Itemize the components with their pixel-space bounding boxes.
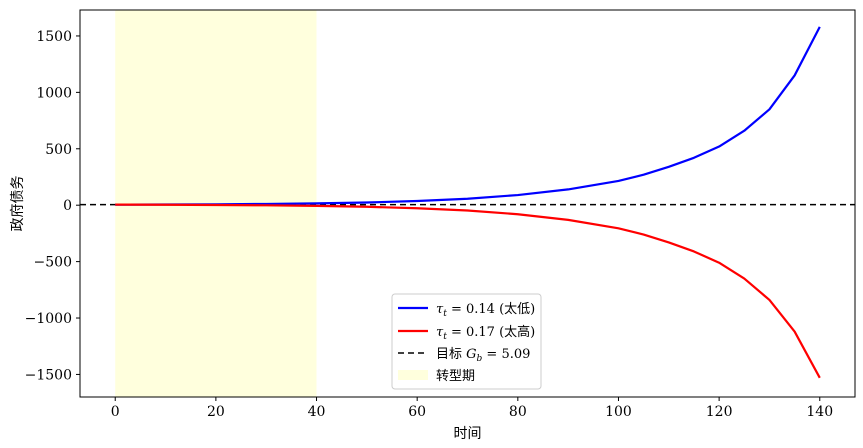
axes: 0 20 40 60 80 100 120 140 −1500 −1000 −500 0 500 1000… <box>25 9 856 420</box>
legend-entry-red: τt = 0.17 (太高) <box>436 324 535 342</box>
legend-entry-target-subscript: b <box>477 354 483 364</box>
legend-entry-target-symbol: G <box>466 347 476 362</box>
y-axis-label: 政府债务 <box>10 176 26 232</box>
legend-entry-blue-symbol: τ <box>436 302 444 317</box>
series-line-blue <box>115 26 821 206</box>
y-tick-label: 1500 <box>36 29 72 45</box>
y-tick-label: −1500 <box>25 367 72 383</box>
legend-entry-red-subscript: t <box>443 332 447 342</box>
legend-entry-red-symbol: τ <box>436 325 444 340</box>
x-tick-label: 140 <box>806 404 833 420</box>
x-tick-label: 100 <box>605 404 632 420</box>
legend-entry-blue-subscript: t <box>443 309 447 319</box>
series-line-red <box>115 203 821 379</box>
x-tick-label: 40 <box>308 404 326 420</box>
legend-entry-target-text: = 5.09 <box>482 347 530 362</box>
x-tick-label: 60 <box>408 404 426 420</box>
plot-area <box>80 10 855 397</box>
legend: τt = 0.14 (太低) τt = 0.17 (太高) 目标 Gb = 5.… <box>391 293 542 390</box>
legend-swatch-transition <box>398 370 428 380</box>
y-tick-label: 0 <box>63 198 72 214</box>
x-tick-label: 120 <box>706 404 733 420</box>
y-tick-label: 500 <box>45 142 72 158</box>
legend-entry-red-text: = 0.17 (太高) <box>447 324 535 340</box>
legend-entry-transition: 转型期 <box>436 369 475 384</box>
legend-box <box>391 293 542 390</box>
x-tick-label: 80 <box>509 404 527 420</box>
y-tick-label: −500 <box>34 255 72 271</box>
y-tick-label: −1000 <box>25 311 72 327</box>
plot-frame <box>79 9 856 398</box>
x-axis-label: 时间 <box>454 426 482 442</box>
legend-entry-blue-text: = 0.14 (太低) <box>447 302 535 317</box>
x-tick-label: 0 <box>111 404 120 420</box>
x-tick-label: 20 <box>207 404 225 420</box>
legend-entry-target-prefix: 目标 <box>436 347 466 362</box>
y-tick-label: 1000 <box>36 85 72 101</box>
legend-entry-target: 目标 Gb = 5.09 <box>436 347 530 364</box>
legend-entry-blue: τt = 0.14 (太低) <box>436 302 535 319</box>
